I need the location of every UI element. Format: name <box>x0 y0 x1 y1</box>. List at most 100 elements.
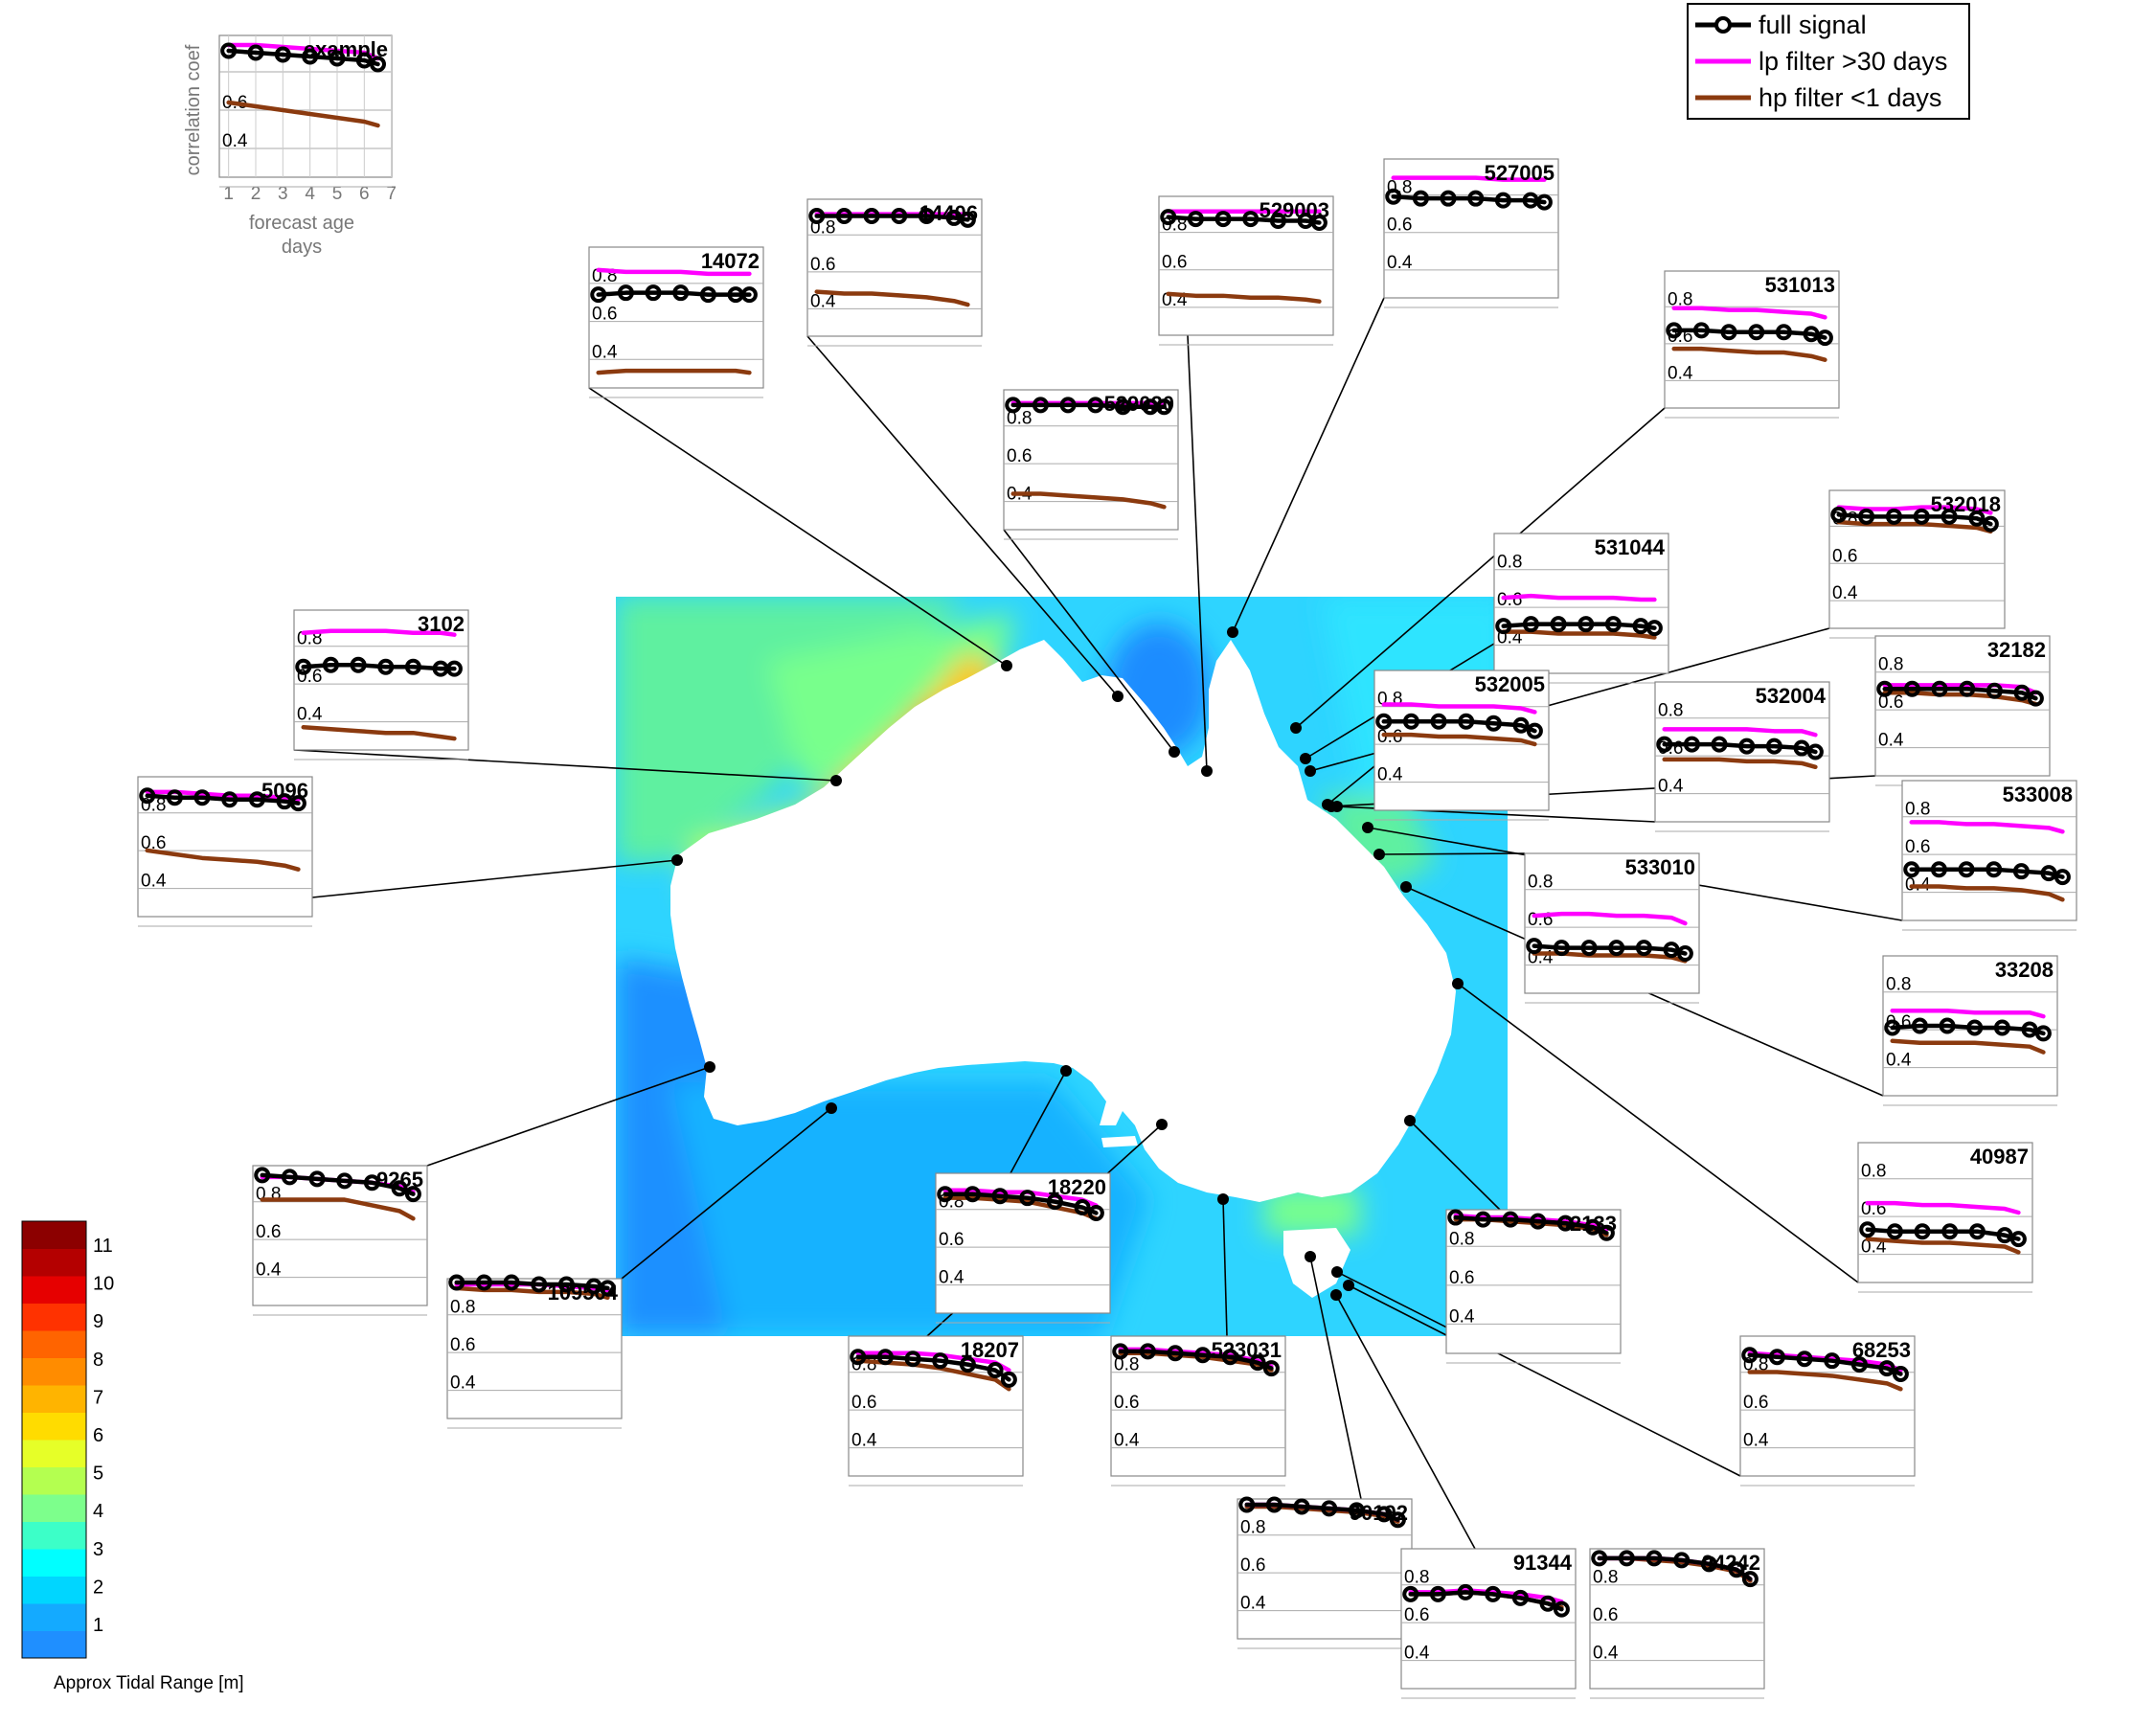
full-signal-point-523031 <box>1221 1349 1238 1366</box>
panel-title-94242: 94242 <box>1702 1551 1760 1575</box>
full-signal-point-9265 <box>281 1169 298 1186</box>
full-signal-point-531013 <box>1692 322 1710 339</box>
colorbar-swatch-4 <box>22 1521 86 1550</box>
full-signal-point-529020 <box>1059 397 1077 414</box>
full-signal-point-example <box>274 46 291 63</box>
full-signal-point-33208 <box>1911 1017 1928 1034</box>
panel-ytick-523031: 0.6 <box>1114 1393 1139 1413</box>
station-marker-68253 <box>1331 1266 1343 1278</box>
full-signal-point-32182 <box>2013 684 2031 701</box>
full-signal-line-94242 <box>1597 1555 1753 1581</box>
full-signal-point-527005 <box>1467 190 1485 207</box>
full-signal-point-531044 <box>1577 616 1595 633</box>
connector-90192 <box>1309 1256 1362 1500</box>
full-signal-point-529003 <box>1269 213 1286 230</box>
full-signal-line-33208 <box>1890 1023 2046 1036</box>
station-marker-531044 <box>1300 753 1311 764</box>
full-signal-point-91344 <box>1539 1595 1556 1612</box>
panel-94242: 0.8 0.6 0.4 94242 <box>1589 1548 1765 1699</box>
colorbar-frame <box>21 1220 87 1659</box>
colorbar-swatch-12 <box>22 1303 86 1331</box>
full-signal-point-33208 <box>1966 1019 1984 1036</box>
panel-109504: 0.8 0.6 0.4 109504 <box>446 1274 623 1429</box>
example-ylabel: correlation coef <box>183 44 204 175</box>
full-signal-point-531013 <box>1748 324 1765 341</box>
full-signal-point-91344 <box>1553 1600 1570 1618</box>
connector-14072 <box>588 387 1008 667</box>
full-signal-point-523031 <box>1262 1360 1280 1377</box>
full-signal-point-14406 <box>918 208 935 224</box>
full-signal-point-91344 <box>1429 1585 1446 1602</box>
full-signal-point-18207 <box>987 1362 1004 1379</box>
lp-filter-line-33208 <box>1890 1008 2046 1019</box>
station-marker-14406 <box>1112 691 1123 702</box>
full-signal-point-32182 <box>2027 690 2044 707</box>
colorbar-tick-9: 9 <box>93 1311 103 1332</box>
colorbar-tick-6: 6 <box>93 1425 103 1446</box>
colorbar-tick-8: 8 <box>93 1350 103 1371</box>
full-signal-point-533008 <box>2040 865 2057 882</box>
panel-title-532018: 532018 <box>1931 492 2001 516</box>
full-signal-point-14072 <box>645 284 662 302</box>
full-signal-point-94242 <box>1728 1561 1745 1578</box>
hp-filter-line-532005 <box>1381 732 1537 747</box>
station-marker-33208 <box>1400 881 1412 893</box>
full-signal-point-90192 <box>1375 1506 1393 1523</box>
panel-ytick-523031: 0.8 <box>1114 1355 1139 1375</box>
connector-94242 <box>1348 1284 1449 1337</box>
full-signal-point-40987 <box>1859 1221 1876 1238</box>
example-xtick-7: 7 <box>386 184 397 204</box>
colorbar-tick-5: 5 <box>93 1464 103 1485</box>
full-signal-line-32182 <box>1882 687 2038 701</box>
full-signal-point-3102 <box>445 660 463 677</box>
panel-ytick-18207: 0.4 <box>851 1431 877 1451</box>
full-signal-point-527005 <box>1412 190 1429 207</box>
panel-frame-90192 <box>1237 1498 1413 1640</box>
station-marker-532004 <box>1331 801 1343 812</box>
full-signal-point-532004 <box>1765 738 1782 755</box>
full-signal-point-94242 <box>1700 1555 1717 1573</box>
station-panels: 0.6 0.4 example 0.8 0.6 0.4 14406 0.8 0.6 0.4 1407… <box>137 34 2077 1699</box>
panel-ytick-531013: 0.8 <box>1668 289 1692 309</box>
full-signal-point-68253 <box>1878 1360 1895 1377</box>
panel-ytick-531044: 0.6 <box>1497 590 1522 610</box>
full-signal-point-532004 <box>1806 743 1824 760</box>
full-signal-point-94242 <box>1591 1550 1608 1567</box>
full-signal-point-40987 <box>1886 1223 1903 1240</box>
panel-ytick-527005: 0.6 <box>1387 216 1412 236</box>
station-marker-91344 <box>1330 1289 1342 1301</box>
full-signal-point-62133 <box>1530 1213 1547 1230</box>
full-signal-point-9265 <box>308 1170 326 1188</box>
panel-title-527005: 527005 <box>1485 161 1555 185</box>
panel-ytick-532018: 0.6 <box>1832 546 1857 566</box>
example-xtick-1: 1 <box>223 184 234 204</box>
panel-ytick-33208: 0.4 <box>1886 1051 1912 1071</box>
full-signal-point-94242 <box>1741 1571 1759 1588</box>
full-signal-point-532005 <box>1458 713 1475 730</box>
panel-ytick-94242: 0.8 <box>1593 1568 1618 1588</box>
panel-title-33208: 33208 <box>1995 958 2054 982</box>
full-signal-point-32182 <box>1931 680 1948 697</box>
panel-ytick-5096: 0.4 <box>141 872 167 892</box>
lp-filter-line-14072 <box>596 267 752 277</box>
full-signal-line-9265 <box>260 1172 416 1196</box>
full-signal-point-62133 <box>1584 1218 1601 1236</box>
panel-title-18220: 18220 <box>1048 1175 1106 1199</box>
full-signal-point-5096 <box>193 789 211 806</box>
legend-label-hp-filter: hp filter <1 days <box>1759 83 1941 112</box>
full-signal-point-14072 <box>740 286 758 304</box>
panel-ytick-91344: 0.4 <box>1404 1644 1430 1664</box>
full-signal-point-531013 <box>1666 322 1683 339</box>
panel-ytick-14406: 0.4 <box>810 291 836 311</box>
full-signal-point-40987 <box>1914 1223 1931 1240</box>
station-marker-532018 <box>1305 765 1316 777</box>
full-signal-point-62133 <box>1598 1224 1615 1241</box>
full-signal-point-532004 <box>1683 736 1700 753</box>
station-marker-523031 <box>1217 1193 1229 1205</box>
